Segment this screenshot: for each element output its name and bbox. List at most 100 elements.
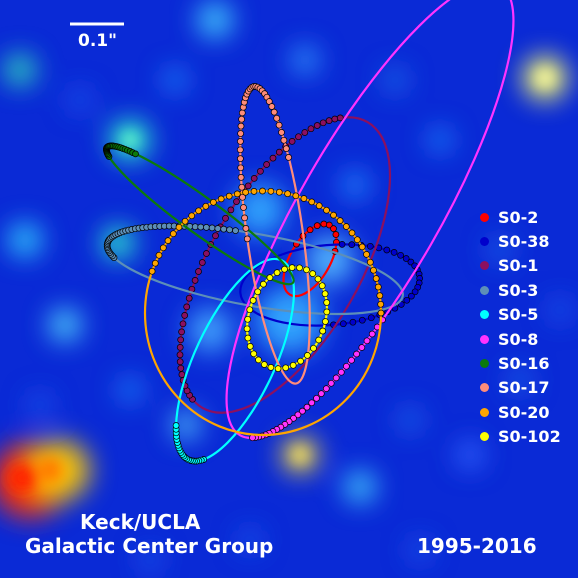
orbit-point — [366, 258, 374, 266]
background-star-glow — [4, 54, 36, 86]
orbit-point — [367, 314, 375, 322]
legend-item-s0-2: S0-2 — [480, 205, 561, 229]
orbit-point — [233, 198, 240, 205]
orbit-point — [243, 235, 251, 243]
orbit-point — [322, 318, 329, 325]
orbit-point — [358, 344, 366, 351]
orbit-point — [237, 164, 245, 172]
orbit-point — [198, 259, 206, 266]
orbit-point — [303, 403, 311, 411]
orbit-point — [254, 288, 262, 296]
orbit-point — [403, 296, 411, 304]
orbit-point — [232, 227, 239, 234]
background-star-glow — [408, 538, 432, 562]
orbit-point — [270, 108, 278, 116]
orbit-point — [325, 221, 333, 229]
orbit-point — [323, 308, 331, 316]
orbit-point — [319, 327, 327, 335]
orbit-point — [281, 265, 288, 273]
orbit-point — [188, 212, 196, 220]
orbit-point — [310, 344, 317, 352]
orbit-point — [176, 351, 184, 359]
orbit-point — [183, 303, 191, 311]
orbit-point — [282, 145, 290, 152]
orbit-point — [299, 407, 306, 415]
orbit-point — [331, 115, 339, 123]
orbit-point — [330, 211, 337, 219]
orbit-point — [164, 237, 172, 244]
orbit-point — [238, 183, 246, 191]
orbit-point — [275, 121, 283, 129]
orbit-point — [244, 182, 252, 190]
background-star-glow — [344, 471, 376, 503]
orbit-point — [284, 190, 291, 198]
legend-label: S0-16 — [498, 354, 550, 374]
orbit-point — [294, 411, 302, 419]
orbit-s0-5 — [172, 257, 296, 465]
orbit-point — [237, 130, 244, 137]
orbits — [103, 0, 515, 465]
orbit-point — [285, 154, 292, 161]
orbit-s0-38 — [239, 241, 424, 329]
orbit-point — [313, 222, 321, 229]
orbit-point — [363, 251, 370, 258]
orbit-point — [246, 343, 254, 350]
credit-line-2: Galactic Center Group — [25, 534, 274, 558]
orbit-point — [255, 356, 262, 364]
orbit-point — [226, 226, 233, 234]
background-star-core — [293, 448, 307, 462]
orbit-point — [222, 214, 229, 222]
orbit-point — [411, 288, 419, 296]
legend-label: S0-5 — [498, 305, 539, 325]
orbit-point — [203, 224, 210, 231]
orbit-point — [268, 103, 276, 110]
orbit-point — [307, 125, 315, 133]
orbit-point — [358, 243, 366, 251]
orbit-point — [315, 336, 323, 344]
legend-swatch — [480, 237, 489, 247]
orbit-point — [330, 225, 337, 232]
orbit-point — [275, 188, 283, 196]
orbit-point — [383, 246, 391, 254]
orbit-point — [363, 337, 371, 345]
orbit-point — [175, 223, 183, 231]
orbit-point — [374, 283, 382, 291]
orbit-point — [292, 192, 300, 200]
orbit-point — [377, 309, 385, 317]
legend-label: S0-2 — [498, 207, 539, 227]
orbit-point — [320, 220, 328, 228]
orbit-point — [250, 350, 258, 358]
orbit-point — [280, 136, 288, 144]
background-star-glow — [197, 2, 233, 38]
orbit-point — [260, 361, 268, 368]
orbit-point — [214, 225, 222, 232]
orbit-point — [267, 187, 275, 195]
legend-swatch — [480, 334, 489, 344]
background-star-glow — [488, 238, 512, 262]
orbit-s0-20 — [143, 187, 385, 437]
orbit-point — [172, 422, 180, 429]
orbit-point — [242, 225, 250, 232]
orbit-point — [159, 244, 167, 252]
orbit-point — [240, 204, 247, 211]
orbit-point — [308, 198, 316, 206]
background-star-glow — [508, 368, 532, 392]
orbit-point — [266, 274, 274, 281]
orbit-point — [282, 364, 290, 372]
background-star-glow — [383, 68, 407, 92]
orbit-point — [195, 207, 202, 215]
orbit-point — [322, 385, 330, 392]
legend-swatch — [480, 212, 489, 222]
orbit-point — [202, 202, 210, 210]
orbit-point — [377, 300, 385, 308]
legend-item-s0-17: S0-17 — [480, 376, 561, 400]
orbit-point — [263, 161, 270, 168]
legend-item-s0-5: S0-5 — [480, 303, 561, 327]
orbit-point — [317, 390, 325, 397]
orbit-point — [148, 267, 156, 275]
legend-label: S0-102 — [498, 427, 561, 447]
orbit-point — [296, 264, 303, 272]
orbit-point — [337, 368, 345, 376]
orbit-point — [267, 364, 275, 371]
orbit-point — [408, 292, 415, 300]
